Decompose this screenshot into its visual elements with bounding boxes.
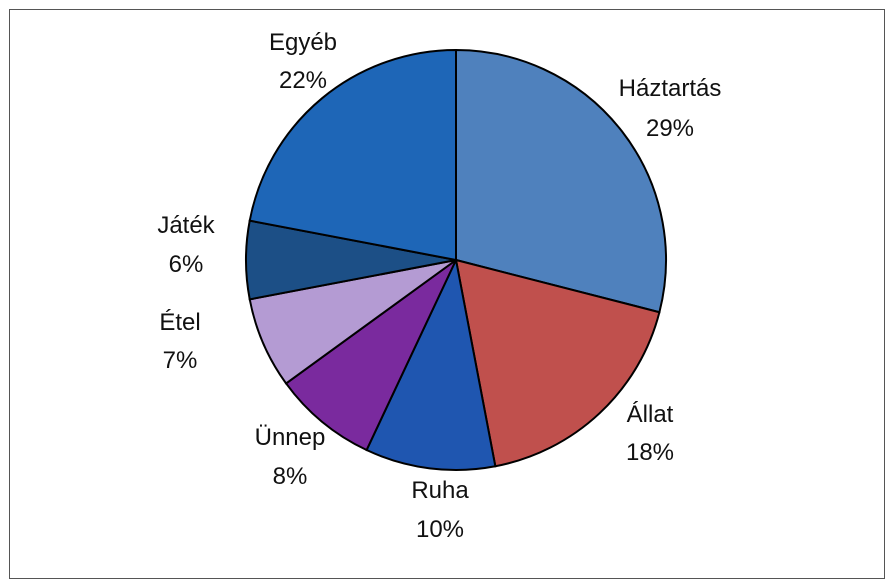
- slice-label-allat: Állat: [627, 401, 674, 428]
- slice-pct-unnep: 8%: [273, 463, 308, 490]
- slice-label-jatek: Játék: [157, 212, 215, 239]
- slice-pct-etel: 7%: [163, 347, 198, 374]
- pie-slice-3: [284, 259, 457, 452]
- pie-slice-1: [454, 258, 661, 468]
- slice-label-haztartas: Háztartás: [619, 75, 722, 102]
- pie-slice-0: [455, 48, 667, 314]
- pie-slice-6: [248, 48, 457, 262]
- pie-chart: Háztartás 29% Állat 18% Ruha 10% Ünnep 8…: [157, 29, 721, 543]
- slice-pct-ruha: 10%: [416, 516, 464, 543]
- slice-label-etel: Étel: [159, 309, 200, 336]
- slice-label-egyeb: Egyéb: [269, 29, 337, 56]
- slice-label-unnep: Ünnep: [255, 424, 326, 451]
- slice-label-ruha: Ruha: [411, 477, 469, 504]
- pie-slice-2: [365, 256, 497, 471]
- slice-pct-egyeb: 22%: [279, 67, 327, 94]
- slice-pct-allat: 18%: [626, 439, 674, 466]
- slice-pct-jatek: 6%: [169, 251, 204, 278]
- pie-slices: [245, 48, 667, 471]
- slice-pct-haztartas: 29%: [646, 115, 694, 142]
- pie-labels: Háztartás 29% Állat 18% Ruha 10% Ünnep 8…: [157, 29, 721, 543]
